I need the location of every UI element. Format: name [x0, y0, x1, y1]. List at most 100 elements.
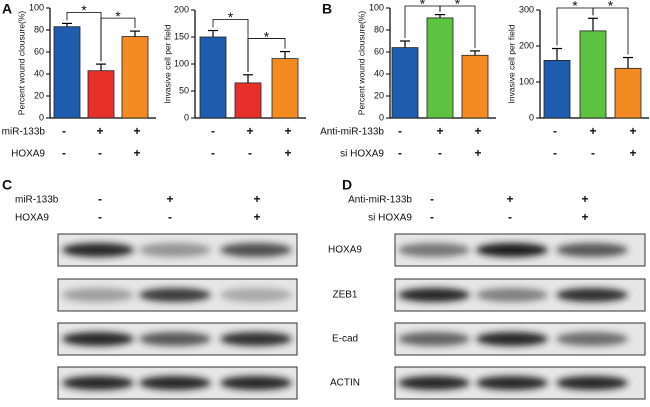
condition-sign: +	[589, 124, 596, 138]
blot-band	[62, 243, 134, 257]
condition-sign: +	[474, 146, 481, 160]
y-tick-label: 20	[374, 90, 384, 100]
blot-band	[556, 288, 628, 302]
y-tick-label: 150	[174, 31, 189, 41]
blot-band	[476, 288, 548, 302]
panel-label: A	[2, 1, 12, 17]
condition-label: Anti-miR-133b	[348, 195, 412, 206]
bar	[271, 58, 299, 119]
y-tick-label: 20	[34, 90, 44, 100]
blot-strip	[57, 366, 298, 400]
blot-band	[62, 376, 134, 390]
blot-band	[476, 376, 548, 390]
y-tick-label: 300	[519, 4, 534, 14]
condition-sign: +	[133, 146, 140, 160]
bar	[579, 30, 607, 119]
blot-band	[476, 243, 548, 257]
blot-band	[398, 332, 470, 346]
condition-sign: -	[168, 210, 172, 224]
blot-band	[398, 243, 470, 257]
y-tick-label: 40	[374, 68, 384, 78]
condition-sign: +	[474, 124, 481, 138]
y-tick-label: 60	[34, 46, 44, 56]
y-tick-label: 100	[174, 58, 189, 68]
bar	[121, 36, 149, 119]
y-tick-label: 0	[184, 112, 189, 122]
y-tick-label: 200	[174, 4, 189, 14]
blot-band	[398, 376, 470, 390]
condition-sign: +	[629, 124, 636, 138]
condition-sign: -	[591, 146, 595, 160]
blot-band	[556, 376, 628, 390]
blot-band	[62, 288, 134, 302]
condition-sign: +	[581, 210, 588, 224]
condition-sign: -	[211, 124, 215, 138]
blot-strip	[394, 278, 646, 312]
y-tick-label: 200	[519, 40, 534, 50]
y-axis-label: Percent wound clousure(%)	[16, 11, 26, 116]
condition-sign: +	[246, 124, 253, 138]
blot-label: HOXA9	[328, 245, 362, 256]
condition-label: si HOXA9	[368, 213, 412, 224]
blot-band	[398, 288, 470, 302]
bar	[614, 67, 642, 119]
condition-label: miR-133b	[2, 127, 46, 138]
y-tick-label: 100	[29, 2, 44, 12]
condition-sign: -	[62, 146, 66, 160]
panel-label: C	[2, 177, 12, 193]
blot-band	[556, 332, 628, 346]
blot-strip	[57, 233, 298, 267]
significance-bracket	[439, 5, 476, 48]
blot-label: ZEB1	[332, 290, 357, 301]
condition-sign: +	[506, 192, 513, 206]
y-tick-label: 40	[34, 68, 44, 78]
y-tick-label: 100	[519, 76, 534, 86]
condition-sign: +	[96, 124, 103, 138]
panel-label: B	[322, 1, 332, 17]
significance-bracket	[592, 7, 629, 55]
blot-strip	[57, 322, 298, 356]
blot-band	[139, 288, 211, 302]
condition-label: si HOXA9	[340, 149, 384, 160]
significance-bracket	[100, 17, 136, 62]
condition-label: Anti-miR-133b	[320, 127, 384, 138]
condition-sign: -	[62, 124, 66, 138]
blot-strip	[57, 278, 298, 312]
condition-sign: +	[253, 210, 260, 224]
condition-sign: -	[98, 210, 102, 224]
condition-label: HOXA9	[15, 213, 49, 224]
condition-sign: -	[430, 210, 434, 224]
condition-sign: +	[253, 192, 260, 206]
bar	[426, 17, 454, 119]
panel-label: D	[342, 177, 352, 193]
y-tick-label: 100	[369, 2, 384, 12]
significance-star: *	[608, 0, 614, 14]
condition-sign: +	[581, 192, 588, 206]
y-tick-label: 0	[39, 112, 44, 122]
y-axis-label: Invasive cell per field	[162, 24, 172, 103]
y-tick-label: 50	[179, 85, 189, 95]
condition-sign: -	[553, 146, 557, 160]
blot-band	[556, 243, 628, 257]
blot-band	[62, 332, 134, 346]
bar	[234, 82, 262, 119]
blot-band	[476, 332, 548, 346]
y-tick-label: 60	[374, 46, 384, 56]
blot-band	[220, 332, 292, 346]
bar	[461, 54, 489, 119]
bar	[199, 36, 227, 119]
condition-sign: -	[398, 124, 402, 138]
y-axis-label: Percent wound clousure(%)	[356, 11, 366, 116]
blot-band	[220, 243, 292, 257]
bar	[391, 47, 419, 119]
condition-sign: -	[430, 192, 434, 206]
significance-star: *	[228, 9, 234, 25]
significance-star: *	[455, 0, 461, 12]
condition-sign: -	[438, 146, 442, 160]
y-tick-label: 0	[379, 112, 384, 122]
condition-sign: +	[629, 146, 636, 160]
y-tick-label: 80	[34, 24, 44, 34]
blot-strip	[394, 322, 646, 356]
blot-band	[139, 376, 211, 390]
